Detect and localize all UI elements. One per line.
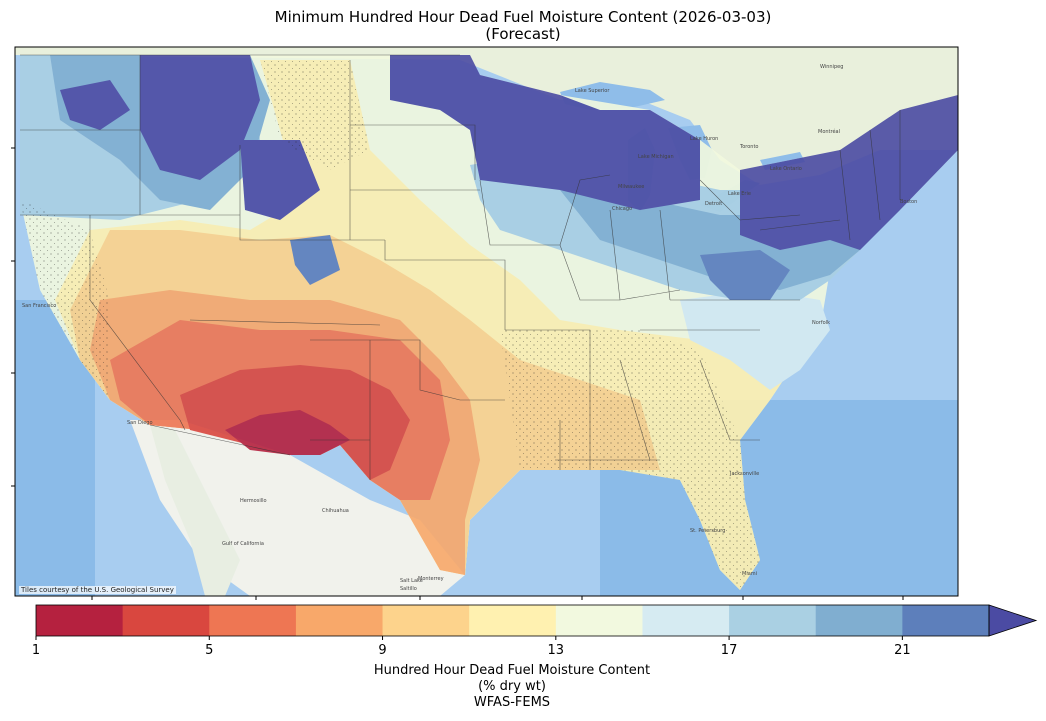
colorbar-bin-1 — [122, 605, 210, 636]
label-lake-erie: Lake Erie — [728, 191, 751, 197]
map-subtitle: (Forecast) — [485, 25, 561, 43]
place-labels: Winnipeg Toronto Montréal Boston Milwauk… — [22, 64, 917, 592]
bottom-axis-ticks — [91, 596, 904, 600]
colorbar-bin-7 — [642, 605, 730, 636]
label-saltlake: Salt Lake — [400, 578, 423, 584]
colorbar-tick-label-3: 13 — [547, 643, 565, 658]
colorbar-tick-label-1: 5 — [205, 643, 214, 658]
colorbar-bin-2 — [209, 605, 297, 636]
colorbar-bin-0 — [36, 605, 124, 636]
colorbar-tick-label-4: 17 — [720, 643, 738, 658]
colorbar-extend-arrow — [988, 604, 1038, 637]
label-chihuahua: Chihuahua — [322, 508, 349, 514]
label-sanfrancisco: San Francisco — [22, 303, 56, 309]
label-montreal: Montréal — [818, 128, 840, 135]
colorbar-bin-5 — [469, 605, 557, 636]
label-hermosillo: Hermosillo — [240, 498, 267, 504]
colorbar-tick-label-5: 21 — [894, 643, 911, 658]
label-detroit: Detroit — [705, 201, 722, 207]
label-norfolk: Norfolk — [812, 320, 830, 326]
tile-attribution: Tiles courtesy of the U.S. Geological Su… — [19, 586, 176, 594]
label-gulf-california: Gulf of California — [222, 541, 264, 547]
colorbar-bin-10 — [902, 605, 990, 636]
colorbar-bin-9 — [815, 605, 903, 636]
label-lake-huron: Lake Huron — [690, 136, 718, 142]
colorbar-units: (% dry wt) — [478, 679, 546, 694]
map-title: Minimum Hundred Hour Dead Fuel Moisture … — [274, 8, 772, 26]
label-milwaukee: Milwaukee — [618, 184, 644, 190]
label-miami: Miami — [742, 571, 757, 577]
canada-land — [15, 47, 958, 185]
state-borders — [20, 54, 901, 480]
label-monterrey: Monterrey — [418, 576, 444, 582]
stipple-west — [20, 200, 110, 400]
label-stpetersburg: St. Petersburg — [690, 528, 725, 534]
label-toronto: Toronto — [739, 144, 758, 150]
colorbar-outline — [35, 604, 990, 637]
label-boston: Boston — [900, 199, 917, 205]
colorbar-bin-8 — [729, 605, 817, 636]
left-axis-ticks — [11, 147, 15, 487]
colorbar-source: WFAS-FEMS — [473, 695, 551, 710]
baja-california — [150, 425, 240, 596]
colorbar-bin-4 — [382, 605, 470, 636]
colorbar-bin-6 — [555, 605, 643, 636]
colorbar-label: Hundred Hour Dead Fuel Moisture Content — [373, 663, 651, 678]
colorbar-bin-3 — [295, 605, 384, 636]
stipple-plains — [260, 60, 370, 170]
label-lake-ontario: Lake Ontario — [770, 166, 802, 172]
colorbar-tick-label-2: 9 — [378, 643, 387, 658]
label-lake-superior: Lake Superior — [575, 88, 610, 94]
map-frame — [14, 46, 959, 597]
label-winnipeg: Winnipeg — [820, 64, 843, 70]
label-chicago: Chicago — [612, 206, 632, 212]
label-sandiego: San Diego — [127, 420, 153, 426]
label-jacksonville: Jacksonville — [729, 471, 759, 477]
label-saltillo: Saltillo — [400, 586, 417, 592]
label-lake-michigan: Lake Michigan — [638, 154, 674, 160]
colorbar-tick-label-0: 1 — [31, 643, 41, 658]
